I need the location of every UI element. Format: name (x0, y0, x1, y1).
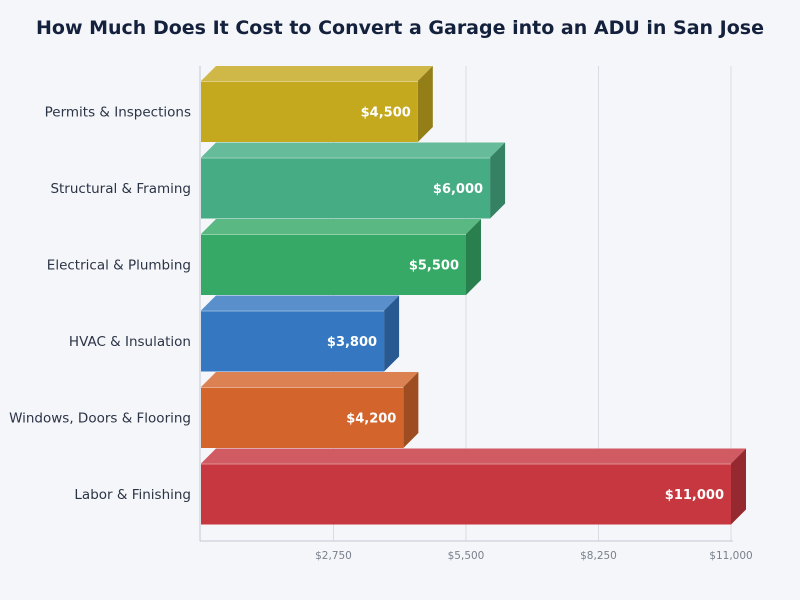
bar-side-face (731, 448, 746, 525)
x-tick-label: $2,750 (315, 550, 352, 562)
bar-front-face (201, 387, 404, 448)
bar-front-face (201, 310, 385, 372)
bar (201, 448, 746, 525)
bar-front-face (201, 157, 491, 219)
x-tick-label: $8,250 (580, 550, 617, 562)
bar-top-face (201, 295, 400, 311)
bar-front-face (201, 234, 466, 295)
category-label: Electrical & Plumbing (47, 258, 191, 274)
bar-top-face (201, 372, 419, 387)
bar-side-face (384, 295, 400, 372)
bar-value-label: $4,200 (346, 412, 396, 427)
bar (201, 372, 419, 448)
bar-value-label: $11,000 (665, 488, 724, 503)
category-label: Windows, Doors & Flooring (9, 411, 191, 427)
bar (201, 66, 433, 142)
category-label: Structural & Framing (50, 181, 191, 197)
bar-side-face (403, 372, 419, 448)
bar (201, 219, 481, 295)
bar-front-face (201, 463, 731, 525)
bar-top-face (201, 142, 506, 158)
x-tick-label: $5,500 (448, 550, 485, 562)
bar-front-face (201, 81, 418, 142)
bar-side-face (490, 142, 506, 219)
bar (201, 142, 506, 219)
axes (199, 66, 733, 542)
bar (201, 295, 400, 372)
bar-value-label: $4,500 (361, 106, 411, 121)
x-tick-label: $11,000 (709, 550, 752, 562)
bar-top-face (201, 219, 481, 234)
bars (201, 66, 746, 525)
bar-side-face (417, 66, 433, 142)
labels: $2,750 $5,500 $8,250 $11,000 $4,500 Permits &… (9, 105, 753, 563)
category-label: HVAC & Insulation (69, 334, 191, 350)
bar-value-label: $3,800 (327, 335, 377, 350)
bar-top-face (201, 66, 433, 81)
category-label: Labor & Finishing (74, 487, 191, 503)
bar-top-face (201, 448, 746, 464)
chart-title: How Much Does It Cost to Convert a Garag… (36, 17, 764, 39)
bar-side-face (466, 219, 481, 295)
bar-value-label: $6,000 (433, 182, 483, 197)
category-label: Permits & Inspections (45, 105, 191, 121)
bar-value-label: $5,500 (409, 259, 459, 274)
